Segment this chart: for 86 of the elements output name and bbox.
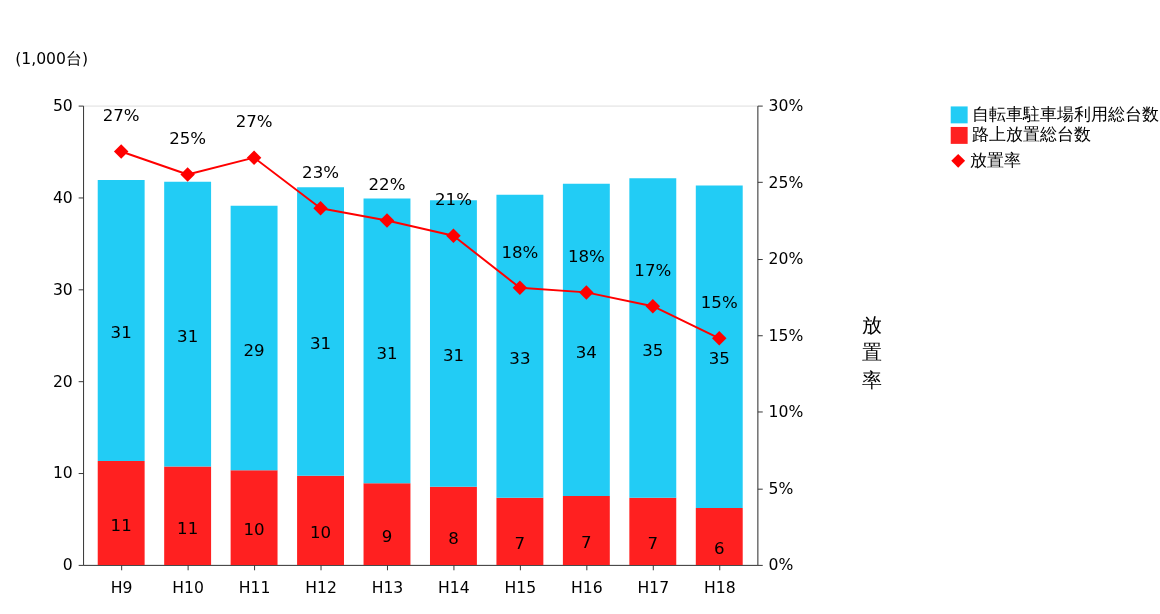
point (180, 167, 195, 182)
y2-tick-label: 25% (768, 172, 804, 192)
data-label: 31 (177, 326, 199, 346)
data-label: 22% (368, 175, 406, 195)
bar (363, 198, 411, 484)
x-tick-label: H10 (172, 577, 204, 597)
bar (629, 497, 677, 565)
data-label: 35 (708, 349, 730, 369)
bar (695, 507, 743, 565)
data-label: 17% (634, 260, 672, 280)
bar (496, 194, 544, 498)
point (712, 331, 727, 346)
data-label: 7 (514, 534, 526, 554)
x-tick-label: H16 (571, 577, 603, 597)
x-tick-label: H17 (637, 577, 670, 597)
data-label: 11 (110, 515, 132, 535)
bar (297, 475, 344, 565)
data-label: 31 (309, 334, 332, 354)
bar (562, 496, 610, 565)
bar (164, 181, 212, 467)
y2-axis-title: 放置率 (861, 313, 882, 392)
data-label: 23% (302, 162, 339, 182)
data-label: 10 (309, 523, 332, 543)
y-axis-title: (1,000台) (15, 49, 89, 69)
point (446, 228, 461, 243)
point (645, 298, 661, 314)
data-label: 11 (177, 518, 199, 538)
data-label: 7 (581, 533, 592, 553)
y2-tick-label: 30% (768, 95, 804, 115)
bar (562, 183, 610, 497)
point (512, 280, 528, 296)
data-label: 34 (575, 342, 597, 362)
data-label: 7 (647, 534, 659, 554)
y-tick-label: 30 (52, 279, 73, 299)
bar (97, 180, 145, 462)
data-label: 31 (442, 346, 465, 366)
point (313, 200, 328, 216)
x-tick-label: H11 (238, 577, 271, 597)
y-tick-label: 40 (52, 187, 73, 207)
y2-tick-label: 5% (768, 478, 794, 498)
data-label: 35 (642, 340, 664, 360)
y2-tick-label: 0% (768, 555, 794, 575)
legend-label: 自転車駐車場利用総台数 (972, 104, 1160, 124)
bar (429, 486, 477, 565)
data-label: 9 (381, 526, 393, 546)
data-label: 27% (235, 112, 273, 132)
point (379, 213, 395, 228)
data-label: 8 (448, 528, 459, 548)
x-tick-label: H13 (371, 577, 404, 597)
data-label: 31 (376, 343, 398, 363)
data-label: 33 (509, 349, 531, 369)
data-label: 29 (243, 340, 265, 360)
y2-tick-label: 15% (768, 325, 804, 345)
x-tick-label: H18 (703, 577, 736, 597)
data-label: 15% (700, 293, 738, 313)
y-tick-label: 50 (52, 95, 73, 115)
y-tick-label: 10 (52, 463, 73, 483)
y2-tick-label: 20% (768, 249, 804, 269)
bar (695, 185, 743, 508)
x-tick-label: H9 (110, 577, 133, 597)
data-label: 31 (110, 323, 132, 343)
y-tick-label: 0 (62, 555, 73, 575)
bar (230, 205, 278, 471)
data-label: 18% (567, 247, 605, 267)
data-label: 6 (713, 539, 725, 559)
bar (496, 497, 544, 565)
point (579, 285, 594, 300)
data-label: 18% (501, 242, 539, 262)
x-tick-label: H12 (305, 577, 337, 597)
bar (629, 178, 677, 498)
x-tick-label: H14 (438, 577, 470, 597)
x-tick-label: H15 (504, 577, 537, 597)
bar (164, 466, 212, 565)
y2-tick-label: 10% (768, 402, 804, 422)
legend-label: 路上放置総台数 (972, 125, 1092, 145)
data-label: 25% (169, 129, 207, 149)
bar (363, 483, 411, 565)
legend-label: 放置率 (970, 150, 1022, 170)
point (246, 150, 262, 165)
data-label: 10 (243, 520, 265, 540)
y-tick-label: 20 (52, 371, 73, 391)
data-label: 27% (102, 106, 140, 126)
bar (97, 461, 145, 565)
point (113, 144, 129, 159)
bar (230, 470, 278, 565)
bar (297, 187, 344, 476)
